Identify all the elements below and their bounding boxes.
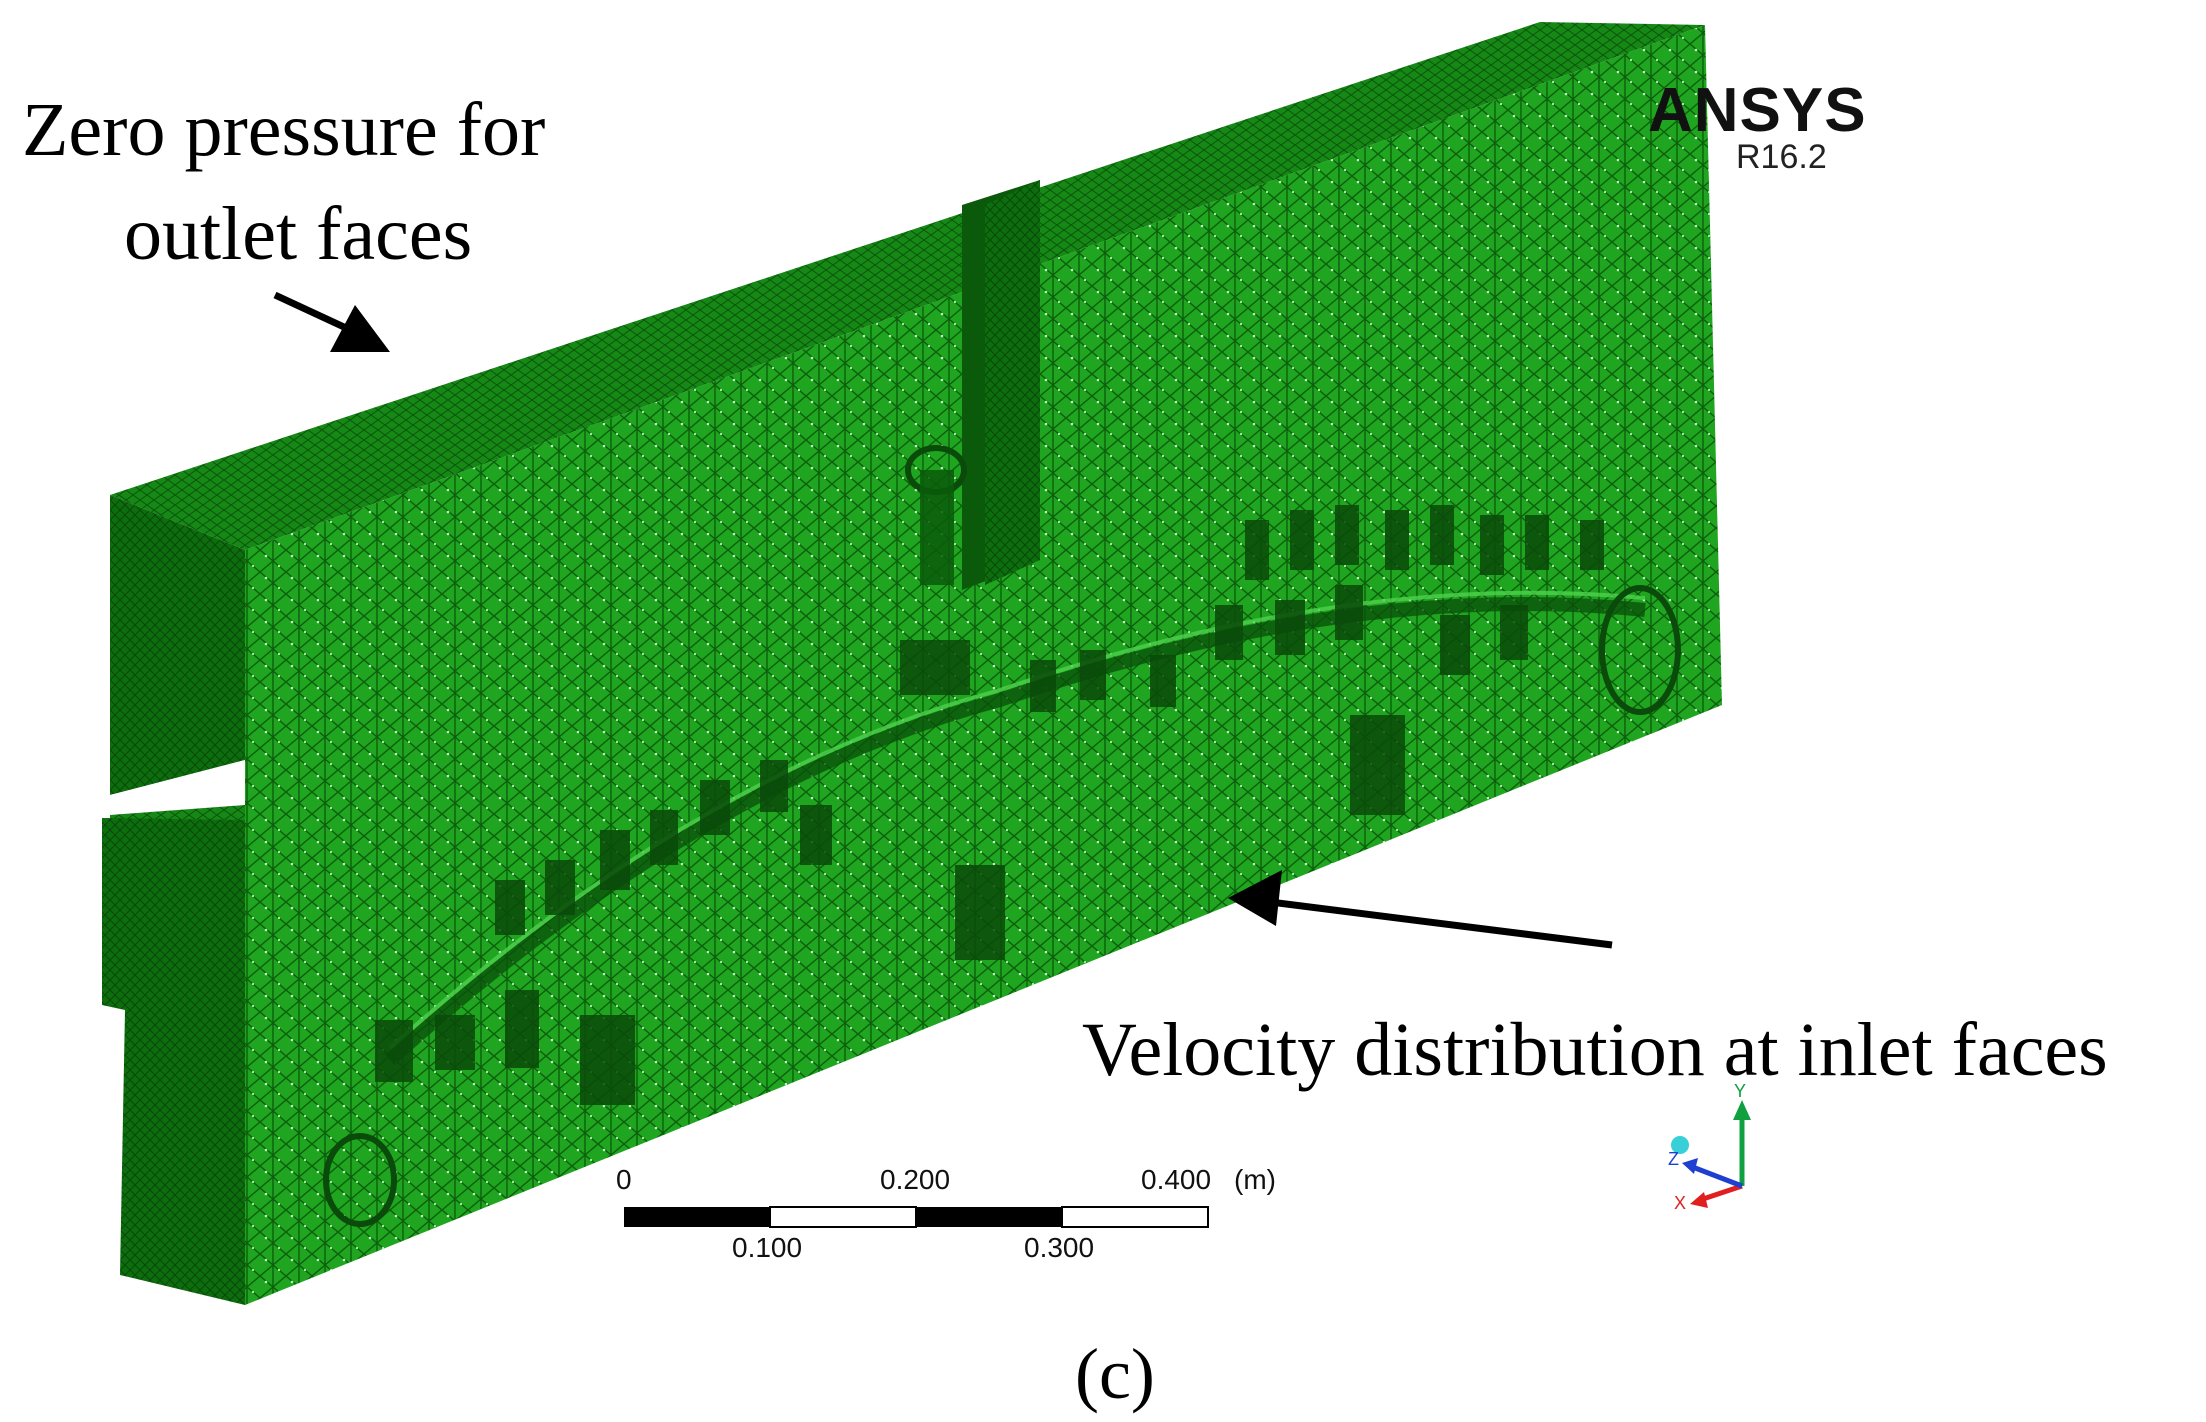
axis-x-label: X (1674, 1193, 1687, 1213)
inlet-arrow (1269, 898, 1613, 949)
mesh-groove (110, 760, 245, 815)
ansys-version: R16.2 (1736, 138, 1827, 176)
outlet-annotation-line2: outlet faces (124, 192, 473, 276)
panel-label: (c) (1075, 1334, 1155, 1414)
mesh-front-face (245, 25, 1722, 1305)
inlet-arrow-head (1228, 870, 1282, 926)
scale-tick-0300: 0.300 (1024, 1232, 1095, 1263)
scale-tick-0100: 0.100 (732, 1232, 803, 1263)
sprue-post (920, 470, 954, 585)
channel-ridge (385, 597, 1646, 1066)
scale-bar (624, 1206, 1209, 1228)
mesh-side-face-lower (102, 818, 245, 1305)
scale-tick-0400: 0.400 (1141, 1164, 1212, 1195)
cavities (375, 505, 1604, 1105)
riser-slot-face (985, 180, 1040, 585)
scale-tick-0200: 0.200 (880, 1164, 951, 1195)
mesh-top-face (110, 22, 1705, 550)
ansys-logo: ANSYS (1648, 76, 1867, 145)
outlet-annotation-line1: Zero pressure for (22, 88, 546, 172)
axis-z-label: Z (1668, 1149, 1679, 1169)
scale-tick-0: 0 (616, 1164, 632, 1195)
mesh-side-face-upper (110, 495, 245, 795)
channel-ridge-highlight (388, 590, 1646, 1050)
outlet-arrow-head (330, 305, 390, 352)
inlet-annotation: Velocity distribution at inlet faces (1082, 1008, 2108, 1092)
axis-y-label: Y (1734, 1081, 1747, 1101)
mesh-groove-top (110, 805, 245, 820)
scale-unit: (m) (1234, 1164, 1276, 1195)
axis-triad (1671, 1100, 1751, 1208)
